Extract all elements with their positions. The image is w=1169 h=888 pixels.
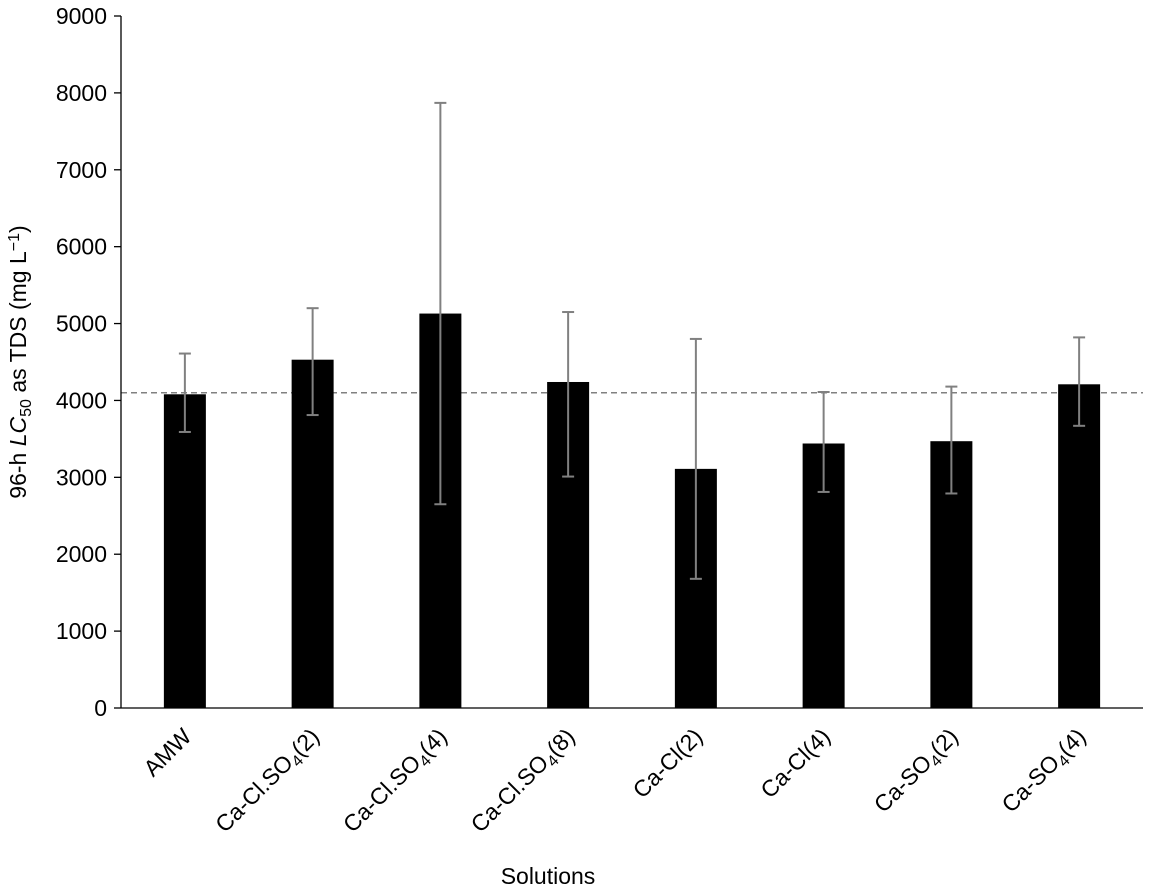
error-bars-group (178, 101, 1086, 580)
x-tick-label: Ca-Cl.SO4(8) (466, 723, 583, 840)
label-part: −1 (6, 233, 23, 251)
label-part: Ca-SO (869, 749, 937, 817)
label-part: Ca-SO (996, 749, 1064, 817)
y-tick-label: 4000 (56, 387, 107, 413)
error-bar (945, 385, 958, 495)
label-part: Ca-Cl(2) (628, 723, 708, 803)
label-part: LC (5, 416, 31, 446)
error-bar (1073, 336, 1086, 427)
error-bar (306, 307, 319, 417)
y-tick-label: 8000 (56, 80, 107, 106)
x-axis-tick-labels: AMW Ca-Cl.SO4(2)Ca-Cl.SO4(4)Ca-Cl.SO4(8) C… (138, 723, 1093, 840)
x-tick-label: Ca-Cl(2) (628, 723, 708, 803)
label-part: Ca-Cl.SO (338, 749, 426, 837)
y-tick-label: 1000 (56, 618, 107, 644)
label-part: ) (5, 225, 31, 233)
y-tick-label: 0 (94, 695, 107, 721)
error-bar (817, 390, 830, 493)
y-tick-label: 9000 (56, 3, 107, 29)
label-part: Ca-Cl(4) (755, 723, 835, 803)
label-part: 50 (18, 399, 35, 417)
label-part: 96-h (5, 446, 31, 498)
x-tick-label: Ca-SO4(2) (869, 723, 966, 820)
x-tick-label: Ca-SO4(4) (996, 723, 1093, 820)
label-part: AMW (138, 723, 196, 781)
y-axis-title: 96-h LC50 as TDS (mg L−1) (5, 225, 35, 498)
x-tick-label: AMW (138, 723, 196, 781)
x-tick-label: Ca-Cl.SO4(4) (338, 723, 455, 840)
x-axis-title: Solutions (501, 863, 596, 888)
bar (1058, 384, 1101, 708)
y-tick-label: 6000 (56, 234, 107, 260)
y-tick-label: 3000 (56, 464, 107, 490)
bar (163, 394, 206, 708)
bar (291, 359, 334, 708)
error-bar (434, 101, 447, 506)
x-tick-label: Ca-Cl.SO4(2) (210, 723, 327, 840)
label-part: Ca-Cl.SO (466, 749, 554, 837)
y-tick-label: 2000 (56, 541, 107, 567)
error-bar (178, 352, 191, 433)
axes-group (120, 16, 1143, 709)
x-tick-label: Ca-Cl(4) (755, 723, 835, 803)
label-part: as TDS (mg L (5, 251, 31, 399)
bars-group (163, 313, 1101, 708)
y-tick-label: 5000 (56, 311, 107, 337)
y-tick-label: 7000 (56, 157, 107, 183)
error-bar (562, 311, 575, 478)
label-part: Ca-Cl.SO (210, 749, 298, 837)
error-bar (689, 337, 702, 580)
y-axis-ticks: 0 1000 2000 3000 4000 5000 6000 7000 8000 9000 (56, 3, 121, 721)
